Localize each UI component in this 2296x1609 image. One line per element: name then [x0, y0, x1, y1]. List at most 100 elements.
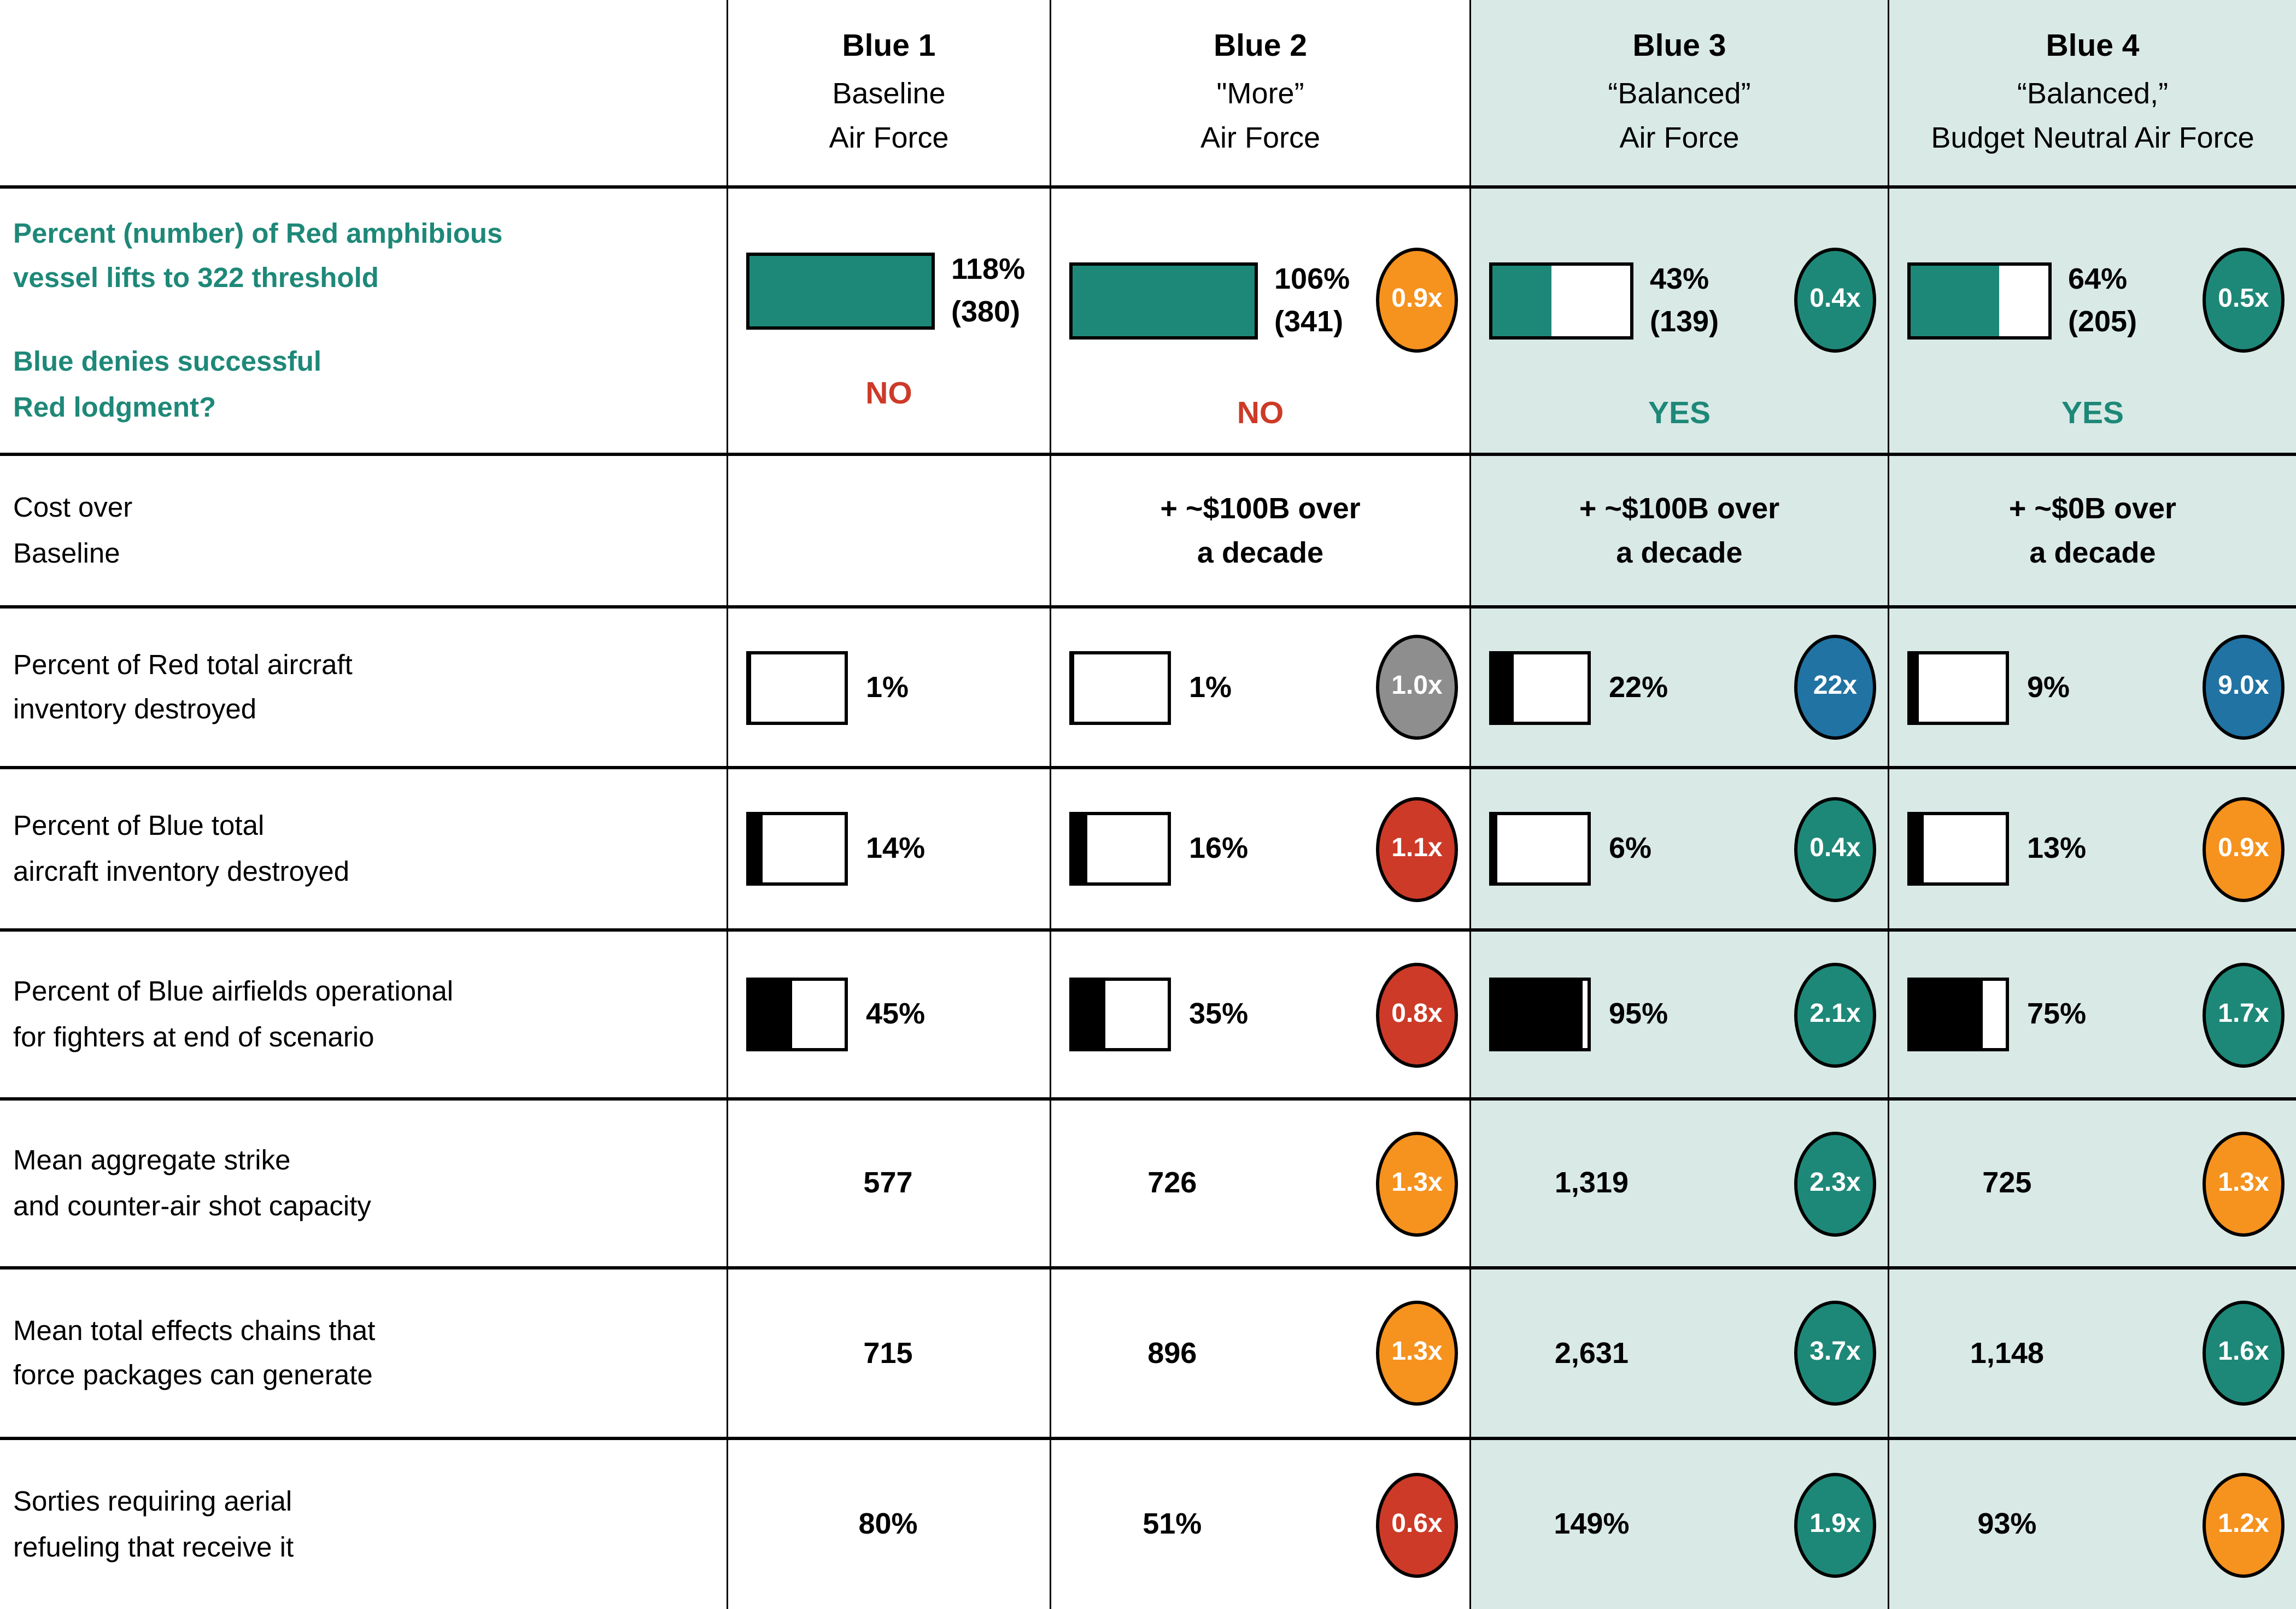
progress-bar — [746, 812, 848, 886]
metric-cell-blue-1: 715 — [728, 1269, 1051, 1440]
multiplier-badge: 2.3x — [1794, 1131, 1876, 1236]
column-subtitle: “Balanced” — [1608, 77, 1751, 110]
column-subtitle: Air Force — [1200, 121, 1320, 154]
multiplier-badge: 0.9x — [2203, 796, 2285, 902]
bar-fill — [749, 981, 793, 1048]
multiplier-badge: 1.9x — [1794, 1472, 1876, 1577]
progress-bar — [1489, 650, 1591, 724]
column-header-blue-3: Blue 3 “Balanced” Air Force — [1471, 0, 1889, 189]
column-title: Blue 1 — [842, 30, 936, 65]
bar-fill — [1911, 981, 1982, 1048]
multiplier-badge: 0.4x — [1794, 248, 1876, 353]
percent-value: 14% — [866, 832, 926, 864]
column-header-blue-2: Blue 2 "More” Air Force — [1051, 0, 1471, 189]
percent-value: 45% — [866, 997, 926, 1030]
row-label-text: Cost over Baseline — [13, 492, 133, 569]
multiplier-badge: 1.3x — [2203, 1131, 2285, 1236]
row-label-text: Percent of Blue airfields operational fo… — [13, 976, 454, 1052]
multiplier-badge: 0.9x — [1376, 248, 1458, 353]
row-label-text: Percent (number) of Red amphibious vesse… — [13, 218, 503, 294]
numeric-value: 715 — [863, 1336, 913, 1369]
bar-fill — [749, 653, 751, 721]
numeric-value: 93% — [1977, 1507, 2037, 1540]
column-title: Blue 2 — [1213, 30, 1308, 65]
lodgment-verdict: YES — [1648, 397, 1711, 431]
row-label-text: Mean aggregate strike and counter-air sh… — [13, 1145, 371, 1221]
bar-fill — [1073, 981, 1106, 1048]
bar-fill — [749, 255, 932, 326]
metric-cell-blue-1: 1% — [728, 609, 1051, 769]
row-label-amphibious-lifts: Percent (number) of Red amphibious vesse… — [0, 189, 728, 456]
metric-cell-blue-2: 51% 0.6x — [1051, 1440, 1471, 1609]
percent-value: 1% — [866, 670, 909, 703]
percent-value: 6% — [1609, 832, 1652, 864]
multiplier-badge: 1.1x — [1376, 796, 1458, 902]
numeric-value: 726 — [1147, 1166, 1197, 1199]
percent-value: 22% — [1609, 670, 1668, 703]
multiplier-badge: 9.0x — [2203, 635, 2285, 740]
cost-cell-blue-1 — [728, 456, 1051, 609]
progress-bar — [1489, 978, 1591, 1051]
metric-cell-blue-2: 1% 1.0x — [1051, 609, 1471, 769]
column-subtitle: "More” — [1216, 77, 1304, 110]
amphibious-cell-blue-3: 43% (139) 0.4x YES — [1471, 189, 1889, 456]
amphibious-cell-blue-2: 106% (341) 0.9x NO — [1051, 189, 1471, 456]
cost-cell-blue-4: + ~$0B over a decade — [1889, 456, 2296, 609]
metric-cell-blue-3: 6% 0.4x — [1471, 769, 1889, 932]
lodgment-verdict: NO — [1237, 397, 1284, 431]
percent-value: 95% — [1609, 997, 1668, 1030]
multiplier-badge: 22x — [1794, 635, 1876, 740]
multiplier-badge: 2.1x — [1794, 962, 1876, 1067]
metric-cell-blue-2: 16% 1.1x — [1051, 769, 1471, 932]
numeric-value: 51% — [1143, 1507, 1202, 1540]
multiplier-badge: 1.7x — [2203, 962, 2285, 1067]
lodgment-verdict: NO — [865, 377, 912, 412]
metric-cell-blue-4: 725 1.3x — [1889, 1101, 2296, 1269]
metric-cell-blue-2: 896 1.3x — [1051, 1269, 1471, 1440]
metric-cell-blue-3: 95% 2.1x — [1471, 932, 1889, 1101]
bar-fill — [1073, 653, 1074, 721]
column-subtitle: Air Force — [829, 121, 949, 154]
bar-fill — [749, 815, 763, 882]
column-title: Blue 4 — [2046, 30, 2140, 65]
percent-value: 75% — [2027, 997, 2087, 1030]
bar-fill — [1492, 265, 1552, 336]
bar-and-value: 64% (205) 0.5x — [1889, 248, 2296, 353]
numeric-value: 896 — [1147, 1336, 1197, 1369]
multiplier-badge: 0.4x — [1794, 796, 1876, 902]
percent-value: 1% — [1189, 670, 1232, 703]
percent-value: 9% — [2027, 670, 2070, 703]
multiplier-badge: 0.8x — [1376, 962, 1458, 1067]
metric-cell-blue-1: 45% — [728, 932, 1051, 1101]
progress-bar — [1907, 261, 2052, 339]
column-header-blue-4: Blue 4 “Balanced,” Budget Neutral Air Fo… — [1889, 0, 2296, 189]
column-subtitle: Baseline — [832, 77, 946, 110]
bar-fill — [1492, 815, 1498, 882]
metric-cell-blue-4: 93% 1.2x — [1889, 1440, 2296, 1609]
percent-value: 64% — [2068, 262, 2128, 295]
percent-value: 118% — [951, 253, 1026, 285]
bar-fill — [1073, 815, 1088, 882]
row-label-aerial-refueling: Sorties requiring aerial refueling that … — [0, 1440, 728, 1609]
count-value: (205) — [2068, 305, 2137, 338]
bar-fill — [1911, 815, 1923, 882]
progress-bar — [1069, 261, 1258, 339]
bar-fill — [1911, 653, 1919, 721]
value-block: 118% (380) — [951, 248, 1025, 333]
column-title: Blue 3 — [1632, 30, 1726, 65]
progress-bar — [1069, 812, 1171, 886]
multiplier-badge: 1.3x — [1376, 1131, 1458, 1236]
bar-fill — [1911, 265, 1999, 336]
progress-bar — [746, 251, 935, 329]
amphibious-cell-blue-1: 118% (380) NO — [728, 189, 1051, 456]
metric-cell-blue-3: 1,319 2.3x — [1471, 1101, 1889, 1269]
count-value: (341) — [1274, 305, 1344, 338]
row-label-blue-aircraft-destroyed: Percent of Blue total aircraft inventory… — [0, 769, 728, 932]
row-label-text: Percent of Blue total aircraft inventory… — [13, 810, 350, 887]
multiplier-badge: 1.6x — [2203, 1301, 2285, 1406]
numeric-value: 149% — [1554, 1507, 1630, 1540]
metric-cell-blue-4: 13% 0.9x — [1889, 769, 2296, 932]
row-label-cost: Cost over Baseline — [0, 456, 728, 609]
